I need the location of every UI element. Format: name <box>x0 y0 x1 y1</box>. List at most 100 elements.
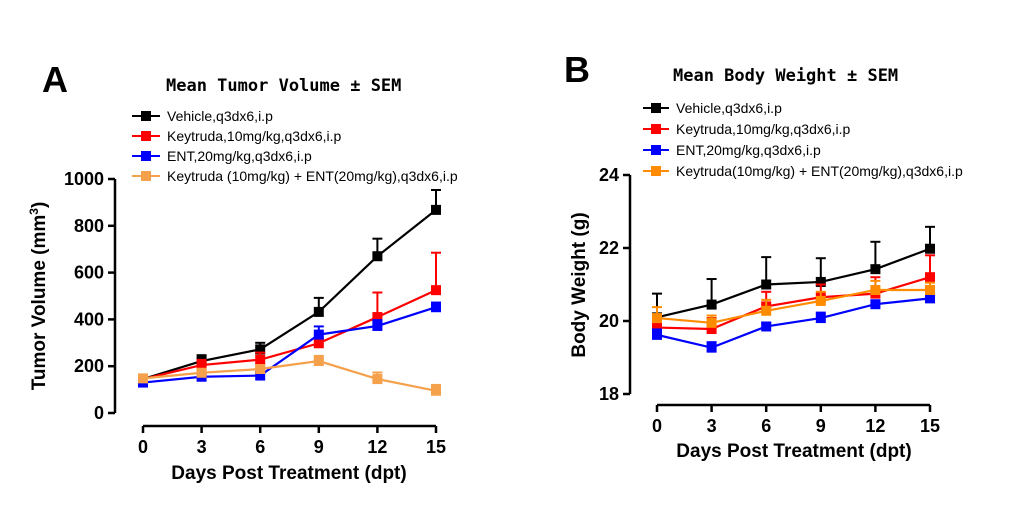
panel-a-data-point <box>431 204 441 215</box>
panel-b-legend: Vehicle,q3dx6,i.p Keytruda,10mg/kg,q3dx6,… <box>643 100 963 179</box>
panel-a-y-tick-label: 800 <box>74 216 104 236</box>
panel-a-data-point <box>255 370 266 381</box>
panel-a-legend-swatch-marker <box>141 171 151 181</box>
panel-a-series-3 <box>138 354 441 396</box>
panel-a-data-point <box>313 338 324 349</box>
panel-a-series-line <box>142 359 437 392</box>
panel-b-data-point <box>652 329 662 340</box>
panel-a-data-point <box>372 312 383 323</box>
panel-b-series-line <box>656 297 931 349</box>
panel-a-data-point <box>313 356 324 367</box>
panel-b-legend-swatch-marker <box>651 124 661 134</box>
panel-a-legend-label: Vehicle,q3dx6,i.p <box>167 108 273 124</box>
panel-a-legend-item: Keytruda,10mg/kg,q3dx6,i.p <box>132 128 342 144</box>
panel-b-data-point <box>815 276 826 287</box>
panel-b-series-3 <box>652 279 935 328</box>
panel-b-letter: B <box>564 49 590 90</box>
panel-a-data-point <box>372 320 383 331</box>
panel-b-data-point <box>870 264 881 275</box>
panel-a-data-point <box>372 251 383 262</box>
panel-a-data-point <box>431 302 441 313</box>
panel-b-x-axis-label: Days Post Treatment (dpt) <box>676 441 911 462</box>
panel-b-legend-swatch-marker <box>651 103 661 113</box>
panel-b-data-point <box>652 313 662 324</box>
panel-a-legend-label: Keytruda,10mg/kg,q3dx6,i.p <box>167 128 342 144</box>
panel-a-legend: Vehicle,q3dx6,i.p Keytruda,10mg/kg,q3dx6,… <box>132 108 458 184</box>
panel-b-legend-swatch-marker <box>651 166 661 176</box>
panel-a-series-line <box>142 209 437 381</box>
panel-a-legend-item: Keytruda (10mg/kg) + ENT(20mg/kg),q3dx6,… <box>132 168 458 184</box>
panel-a-legend-swatch-marker <box>141 111 151 121</box>
panel-a-data-point <box>196 367 207 378</box>
panel-a-series-line <box>142 289 437 381</box>
panel-a-legend-swatch-marker <box>141 131 151 141</box>
panel-b-legend-item: Keytruda,10mg/kg,q3dx6,i.p <box>643 121 851 137</box>
panel-a-x-tick-label: 12 <box>367 437 387 457</box>
panel-a-x-tick-label: 0 <box>138 437 148 457</box>
panel-a-data-point <box>255 354 266 365</box>
panel-b-legend-item: Keytruda(10mg/kg) + ENT(20mg/kg),q3dx6,i… <box>643 163 963 179</box>
panel-b-series-0 <box>652 225 935 323</box>
panel-b-x-tick-label: 6 <box>761 416 771 436</box>
panel-b-data-point <box>706 317 717 328</box>
panel-b-data-point <box>925 284 935 295</box>
panel-a-x-axis-label: Days Post Treatment (dpt) <box>171 463 406 484</box>
panel-a-data-point <box>255 364 266 375</box>
panel-b-data-point <box>815 295 826 306</box>
panel-b-data-point <box>761 321 772 332</box>
panel-a-y-tick-label: 600 <box>74 263 104 283</box>
panel-b-data-point <box>652 322 662 333</box>
panel-b-data-point <box>870 284 881 295</box>
panel-b-data-point <box>925 243 935 254</box>
panel-b-legend-swatch-marker <box>651 145 661 155</box>
panel-b-data-point <box>815 313 826 324</box>
panel-b-title: Mean Body Weight ± SEM <box>673 66 898 86</box>
panel-b-data-point <box>761 305 772 316</box>
panel-a-data-point <box>431 285 441 296</box>
panel-a-data-point <box>313 329 324 340</box>
panel-a-legend-item: Vehicle,q3dx6,i.p <box>132 108 273 124</box>
panel-b-data-point <box>761 279 772 290</box>
panel-a-title: Mean Tumor Volume ± SEM <box>166 76 401 96</box>
panel-b-data-point <box>925 272 935 283</box>
panel-b-y-tick-label: 18 <box>599 384 619 404</box>
panel-b-plot: 18 20 22 24 0 3 6 9 12 15 <box>599 165 940 436</box>
panel-b-data-point <box>706 342 717 353</box>
panel-a-x-tick-label: 9 <box>314 437 324 457</box>
panel-a-data-point <box>431 385 441 396</box>
panel-b-legend-label: Vehicle,q3dx6,i.p <box>676 100 782 116</box>
panel-b-data-point <box>870 299 881 310</box>
panel-a-letter: A <box>42 59 68 100</box>
panel-a-data-point <box>372 374 383 385</box>
panel-b-x-tick-label: 0 <box>652 416 662 436</box>
panel-a-y-tick-label: 0 <box>94 403 104 423</box>
panel-b-x-tick-label: 12 <box>865 416 885 436</box>
panel-a-y-axis-label-close: ) <box>29 202 50 208</box>
panel-b-data-point <box>925 293 935 304</box>
panel-b-y-axis-label: Body Weight (g) <box>569 212 590 357</box>
panel-b-legend-label: ENT,20mg/kg,q3dx6,i.p <box>676 142 821 158</box>
panel-a-x-tick-label: 6 <box>255 437 265 457</box>
panel-b-legend-label: Keytruda(10mg/kg) + ENT(20mg/kg),q3dx6,i… <box>676 163 963 179</box>
panel-a-data-point <box>196 360 207 371</box>
panel-b-legend-item: Vehicle,q3dx6,i.p <box>643 100 782 116</box>
panel-b-series-2 <box>652 292 935 353</box>
panel-a-legend-label: ENT,20mg/kg,q3dx6,i.p <box>167 148 312 164</box>
panel-a-y-axis-label: Tumor Volume (mm3) <box>27 202 50 391</box>
panel-b-data-point <box>706 299 717 310</box>
panel-a-legend-item: ENT,20mg/kg,q3dx6,i.p <box>132 148 312 164</box>
panel-a-data-point <box>255 344 266 355</box>
panel-a-y-tick-label: 1000 <box>64 169 104 189</box>
panel-a-x-tick-label: 15 <box>426 437 446 457</box>
panel-a-y-axis-label-superscript: 3 <box>27 208 41 215</box>
panel-a-data-point <box>313 306 324 317</box>
panel-b-x-tick-label: 3 <box>707 416 717 436</box>
panel-b-legend-item: ENT,20mg/kg,q3dx6,i.p <box>643 142 821 158</box>
panel-a-series-line <box>142 306 437 384</box>
panel-a-y-tick-label: 400 <box>74 309 104 329</box>
panel-a-legend-label: Keytruda (10mg/kg) + ENT(20mg/kg),q3dx6,… <box>167 168 458 184</box>
panel-b-series-line <box>656 288 930 324</box>
panel-b-data-point <box>706 324 717 335</box>
panel-b-y-tick-label: 24 <box>599 165 619 185</box>
